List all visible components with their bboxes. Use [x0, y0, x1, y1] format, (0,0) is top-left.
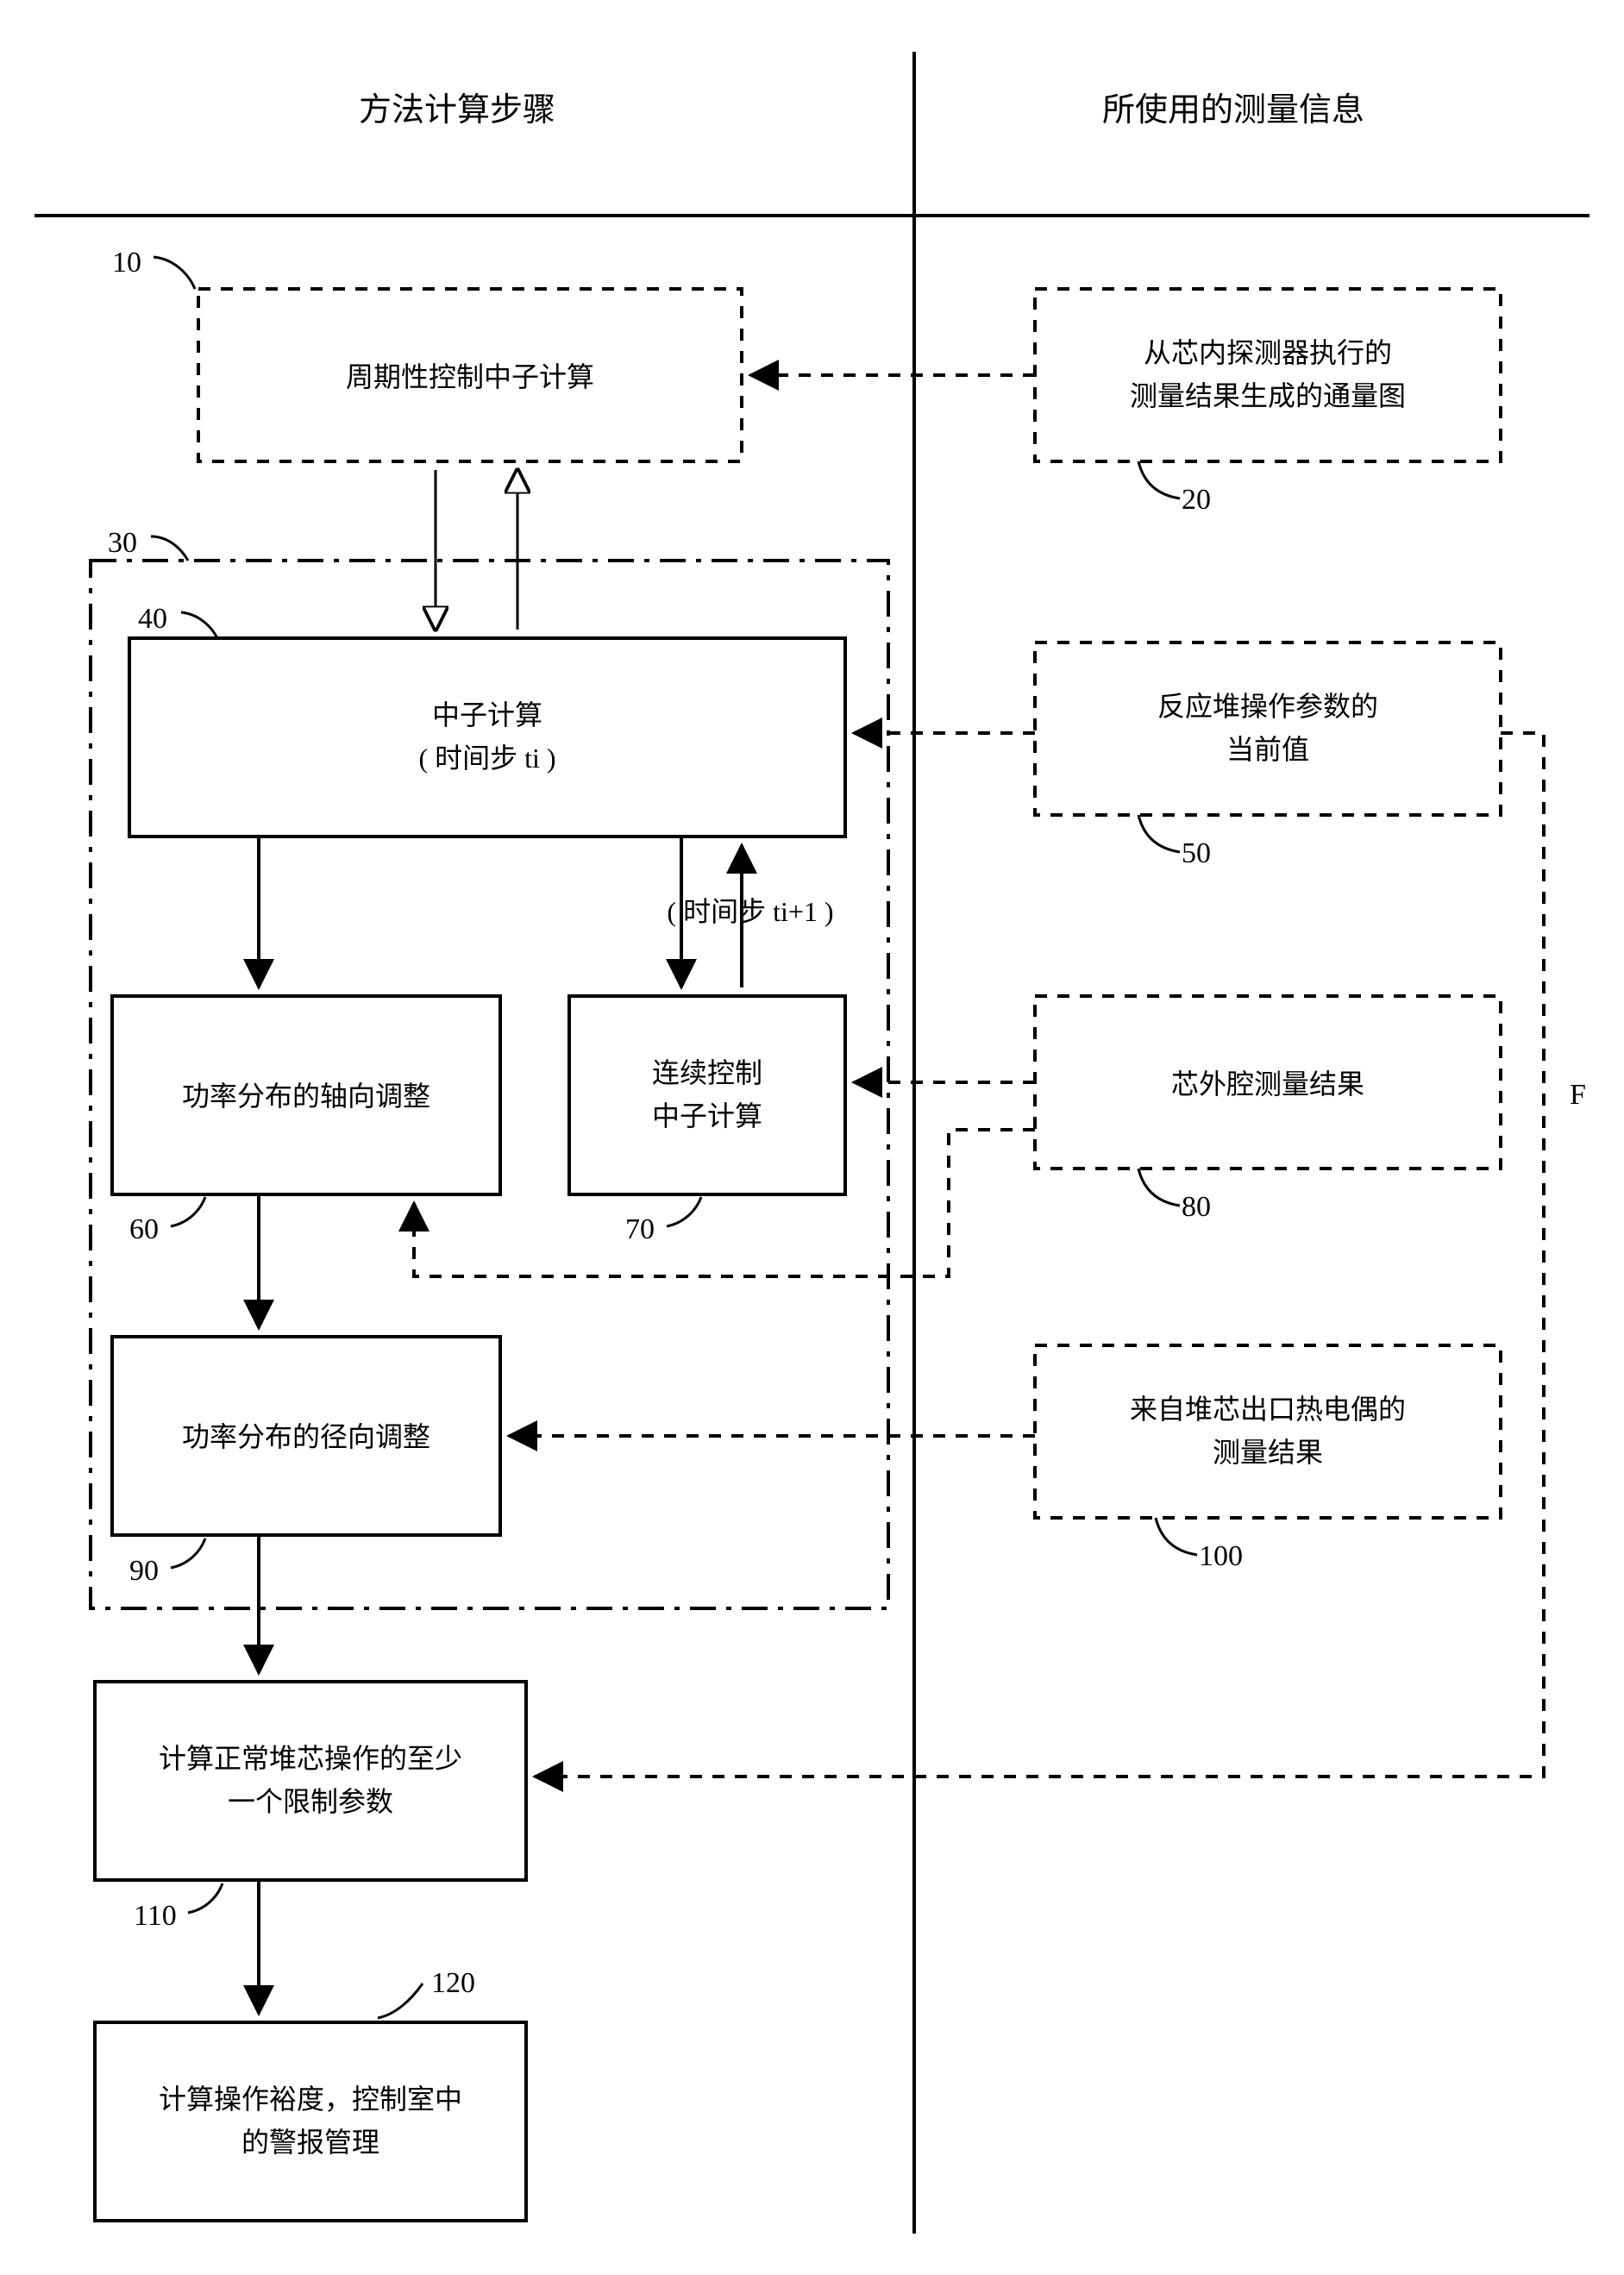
box-50-text2: 当前值 [1226, 734, 1309, 765]
label-30: 30 [108, 527, 137, 559]
box-70-text1: 连续控制 [652, 1057, 762, 1088]
header-left: 方法计算步骤 [359, 92, 555, 128]
box-110-text2: 一个限制参数 [228, 1786, 393, 1817]
leader-100 [1156, 1518, 1197, 1555]
label-F: F [1570, 1079, 1586, 1111]
leader-110 [188, 1883, 223, 1913]
leader-40 [181, 612, 217, 638]
label-40: 40 [138, 603, 167, 635]
box-120-text2: 的警报管理 [241, 2127, 379, 2158]
box-50-text1: 反应堆操作参数的 [1157, 691, 1378, 722]
box-80: 芯外腔测量结果 [1035, 996, 1501, 1169]
label-80: 80 [1182, 1191, 1211, 1223]
leader-30 [151, 536, 188, 561]
arrow-F-to-110 [535, 733, 1544, 1777]
leader-80 [1138, 1169, 1180, 1206]
box-10-text: 周期性控制中子计算 [346, 361, 594, 392]
box-10: 周期性控制中子计算 [198, 289, 742, 461]
box-20: 从芯内探测器执行的 测量结果生成的通量图 [1035, 289, 1501, 461]
box-100: 来自堆芯出口热电偶的 测量结果 [1035, 1345, 1501, 1518]
leader-20 [1138, 461, 1180, 498]
label-10: 10 [112, 247, 141, 279]
leader-120 [378, 1984, 423, 2018]
leader-10 [154, 257, 195, 289]
box-40-text2: ( 时间步 ti ) [418, 743, 555, 774]
box-60: 功率分布的轴向调整 [112, 996, 500, 1194]
box-110-text1: 计算正常堆芯操作的至少 [159, 1743, 462, 1774]
box-90-text: 功率分布的径向调整 [182, 1421, 430, 1452]
box-50: 反应堆操作参数的 当前值 [1035, 642, 1501, 815]
box-90: 功率分布的径向调整 [112, 1337, 500, 1535]
box-120: 计算操作裕度，控制室中 的警报管理 [95, 2022, 526, 2221]
box-110: 计算正常堆芯操作的至少 一个限制参数 [95, 1682, 526, 1880]
box-100-text2: 测量结果 [1213, 1437, 1323, 1468]
label-100: 100 [1199, 1540, 1243, 1572]
box-70: 连续控制 中子计算 [569, 996, 845, 1194]
label-20: 20 [1182, 484, 1211, 516]
label-60: 60 [129, 1213, 159, 1245]
timestep-label: ( 时间步 ti+1 ) [667, 896, 833, 927]
leader-60 [171, 1197, 205, 1226]
label-70: 70 [625, 1213, 655, 1245]
box-60-text: 功率分布的轴向调整 [182, 1081, 430, 1112]
arrow-80-to-60 [414, 1130, 1035, 1276]
label-90: 90 [129, 1555, 159, 1587]
box-40-text1: 中子计算 [432, 699, 542, 730]
label-120: 120 [431, 1967, 475, 1999]
label-110: 110 [134, 1900, 177, 1932]
leader-50 [1138, 815, 1180, 852]
label-50: 50 [1182, 837, 1211, 869]
box-40: 中子计算 ( 时间步 ti ) [129, 638, 845, 837]
leader-70 [667, 1197, 701, 1226]
header-right: 所使用的测量信息 [1102, 92, 1364, 128]
box-20-text1: 从芯内探测器执行的 [1144, 337, 1392, 368]
box-20-text2: 测量结果生成的通量图 [1130, 380, 1406, 411]
flowchart-diagram: 方法计算步骤 所使用的测量信息 周期性控制中子计算 10 从芯内探测器执行的 测… [0, 0, 1624, 2275]
box-100-text1: 来自堆芯出口热电偶的 [1130, 1394, 1406, 1425]
box-70-text2: 中子计算 [652, 1100, 762, 1131]
box-80-text: 芯外腔测量结果 [1171, 1069, 1364, 1100]
leader-90 [171, 1539, 205, 1568]
box-120-text1: 计算操作裕度，控制室中 [159, 2084, 462, 2115]
